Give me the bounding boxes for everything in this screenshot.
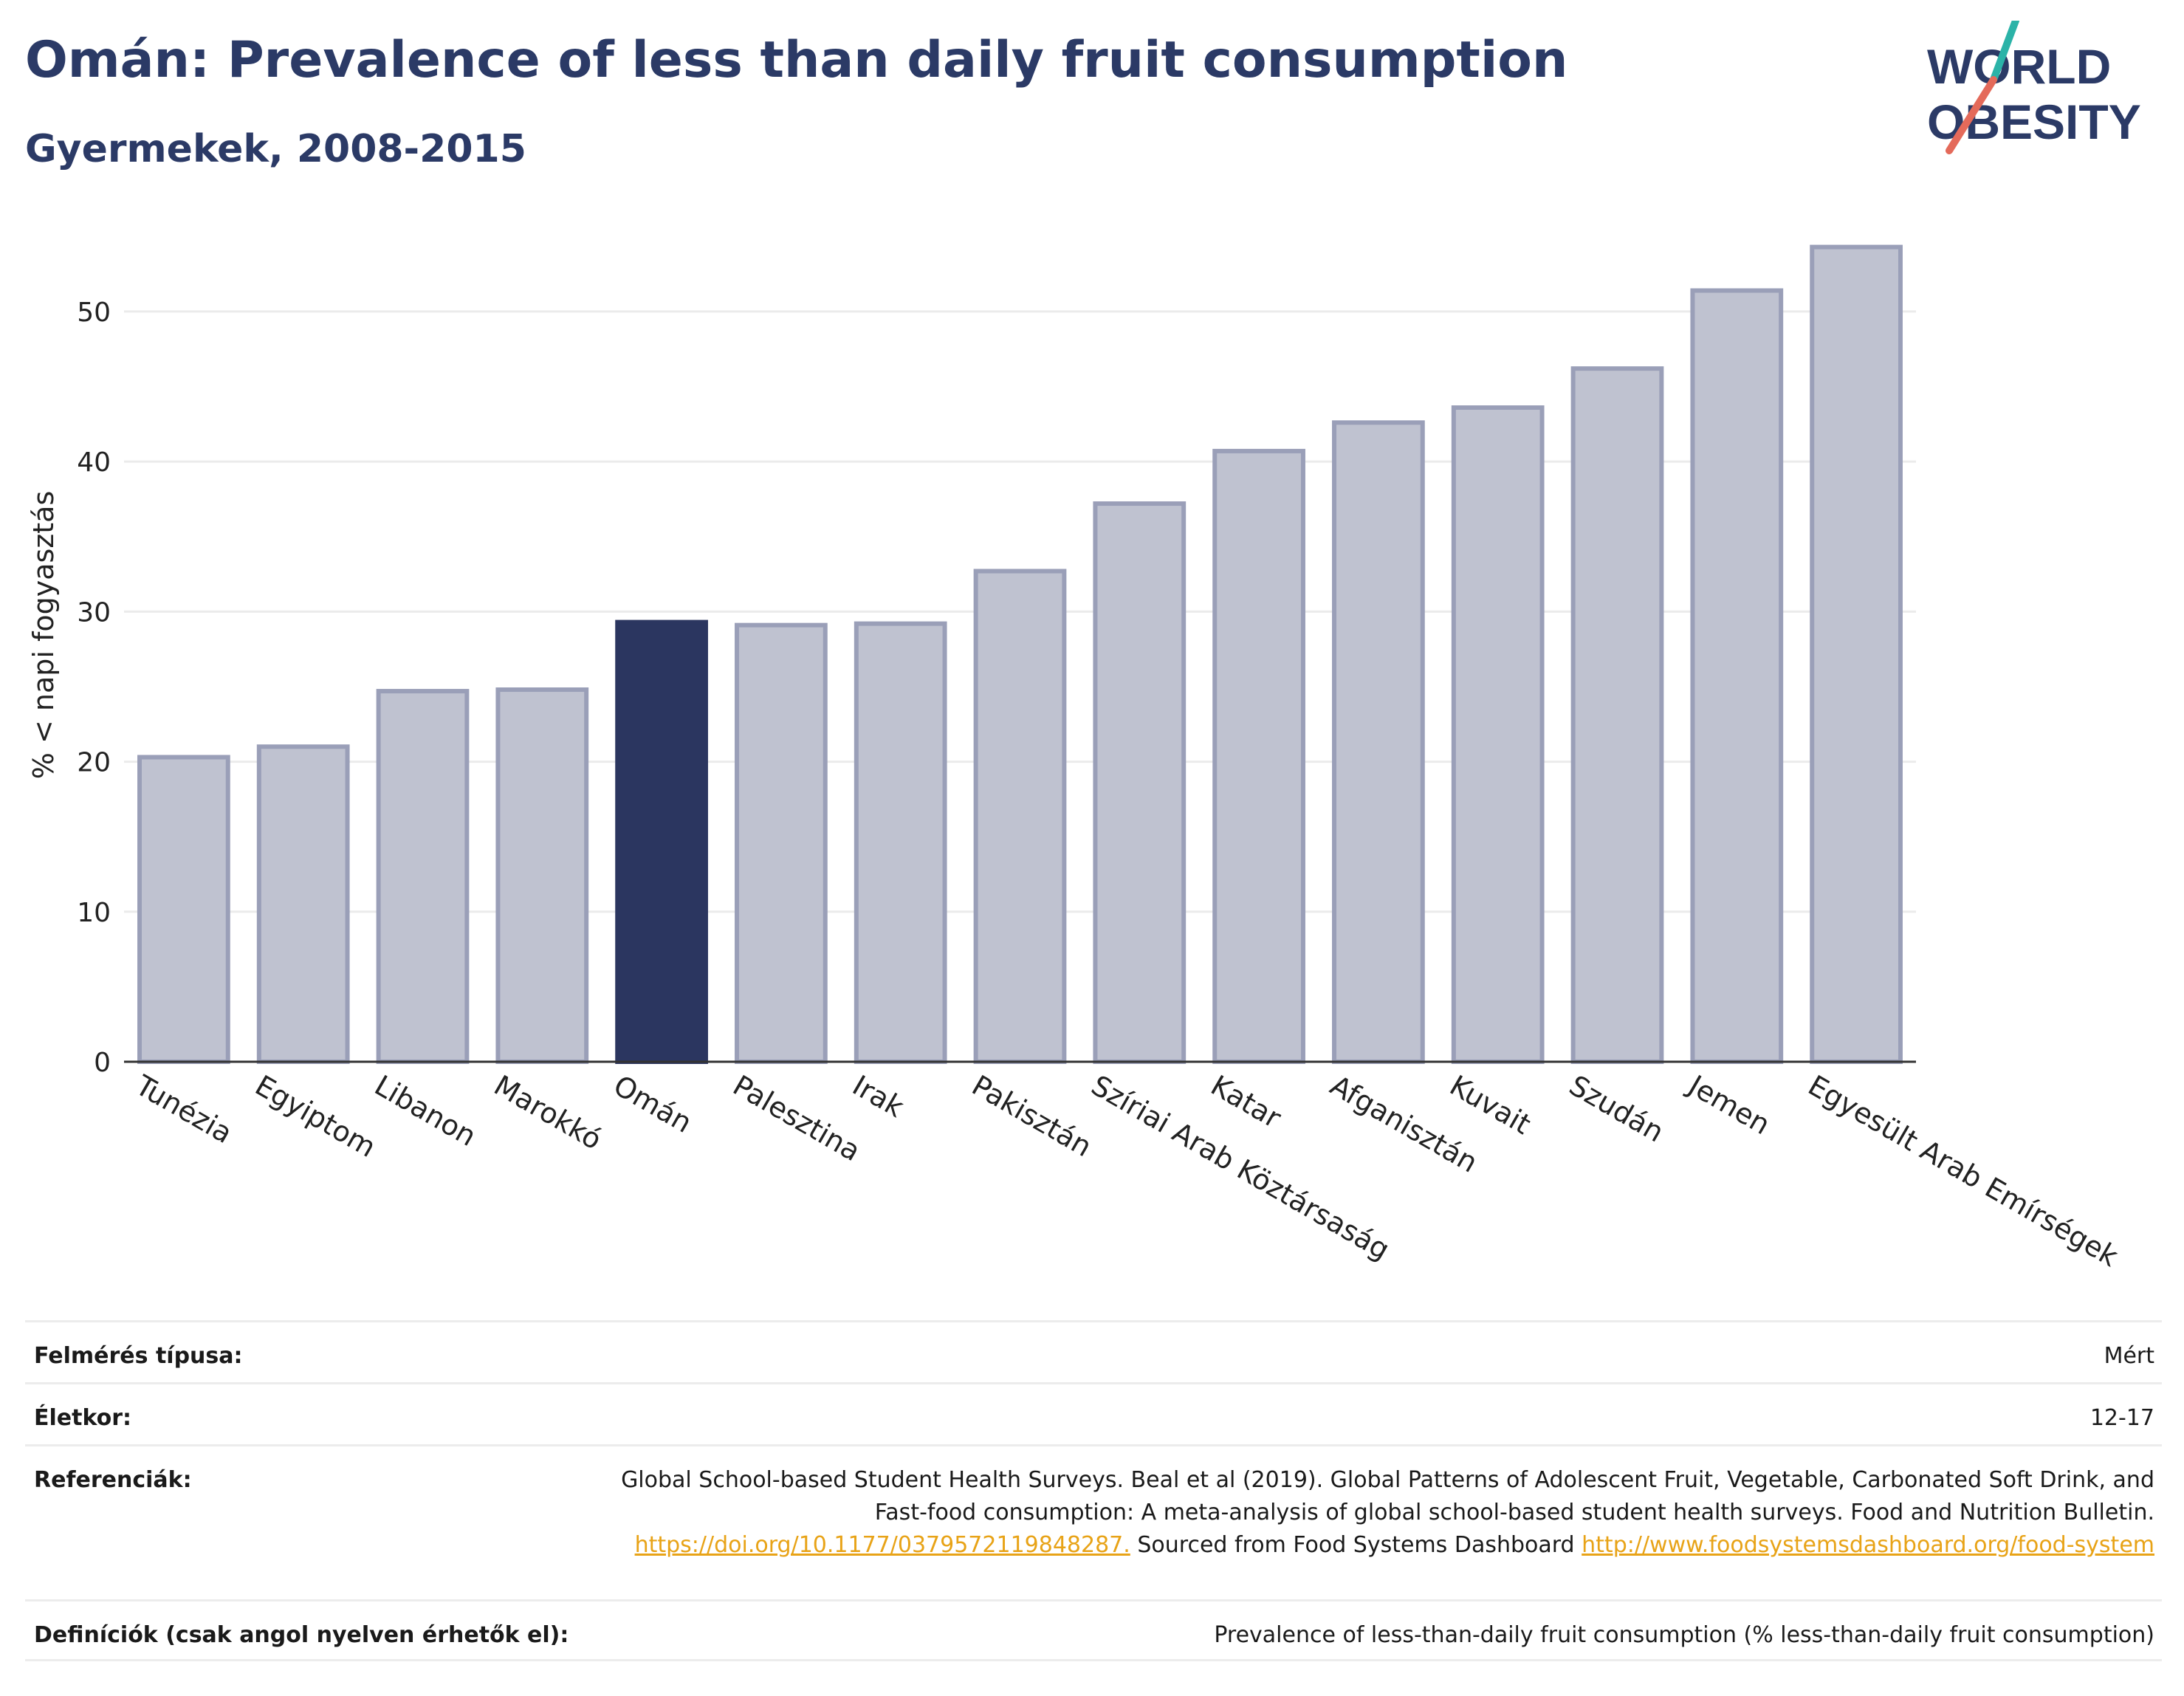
info-label-survey-type: Felmérés típusa:	[34, 1343, 243, 1369]
y-tick-label: 10	[77, 898, 111, 928]
logo-text-obesity: OBESITY	[1927, 95, 2141, 149]
info-row-references: Referenciák: Global School-based Student…	[25, 1444, 2162, 1599]
bars	[137, 244, 1903, 1065]
info-row-survey-type: Felmérés típusa: Mért	[25, 1320, 2162, 1382]
bar-11	[1451, 405, 1545, 1064]
bar-12	[1570, 366, 1664, 1064]
bar-3	[495, 687, 589, 1064]
chart-subtitle: Gyermekek, 2008-2015	[25, 127, 526, 171]
bar-5	[735, 622, 828, 1064]
info-label-references: Referenciák:	[34, 1467, 192, 1493]
x-tick-label: Katar	[1206, 1069, 1287, 1135]
info-value-references: Global School-based Student Health Surve…	[567, 1464, 2154, 1562]
bar-7	[973, 569, 1067, 1064]
x-tick-label: Egyesült Arab Emírségek	[1803, 1069, 2124, 1273]
info-row-definitions: Definíciók (csak angol nyelven érhetők e…	[25, 1599, 2162, 1661]
x-tick-label: Palesztina	[727, 1069, 865, 1168]
x-tick-label: Jemen	[1682, 1068, 1776, 1141]
y-tick-label: 0	[94, 1048, 111, 1078]
world-obesity-logo: WORLD OBESITY	[1927, 21, 2141, 154]
x-tick-label: Kuvait	[1444, 1069, 1536, 1141]
info-table: Felmérés típusa: Mért Életkor: 12-17 Ref…	[25, 1320, 2162, 1661]
info-label-age: Életkor:	[34, 1405, 132, 1431]
info-label-definitions: Definíciók (csak angol nyelven érhetők e…	[34, 1622, 569, 1648]
bar-0	[137, 755, 230, 1064]
y-axis-label: % < napi fogyasztás	[27, 491, 60, 779]
x-tick-label: Tunézia	[130, 1068, 238, 1150]
x-tick-label: Marokkó	[489, 1069, 608, 1156]
logo-slash-teal	[1990, 21, 2019, 83]
y-tick-label: 20	[77, 748, 111, 778]
x-tick-label: Szudán	[1564, 1069, 1669, 1149]
x-tick-label: Irak	[847, 1069, 909, 1124]
references-source-text: Sourced from Food Systems Dashboard	[1137, 1532, 1575, 1558]
logo-text-world: WORLD	[1927, 39, 2111, 94]
x-tick-label: Egyiptom	[250, 1069, 381, 1164]
bar-14	[1810, 244, 1903, 1065]
food-systems-link[interactable]: http://www.foodsystemsdashboard.org/food…	[1582, 1532, 2154, 1558]
logo-slash-red	[1946, 76, 1997, 154]
info-value-survey-type: Mért	[2104, 1343, 2154, 1369]
info-value-definitions: Prevalence of less-than-daily fruit cons…	[1214, 1622, 2154, 1648]
y-tick-label: 30	[77, 597, 111, 628]
bar-10	[1332, 420, 1425, 1064]
references-text: Global School-based Student Health Surve…	[621, 1467, 2154, 1525]
bar-1	[256, 744, 350, 1064]
y-tick-label: 50	[77, 298, 111, 328]
doi-link[interactable]: https://doi.org/10.1177/0379572119848287…	[634, 1532, 1130, 1558]
bar-6	[854, 621, 947, 1064]
x-tick-label: Libanon	[369, 1069, 481, 1153]
y-axis: 0 10 20 30 40 50	[77, 298, 111, 1078]
x-tick-label: Pakisztán	[966, 1069, 1097, 1164]
info-value-age: 12-17	[2089, 1405, 2154, 1431]
bar-2	[376, 689, 470, 1065]
bar-13	[1690, 288, 1784, 1065]
info-row-age: Életkor: 12-17	[25, 1382, 2162, 1444]
bar-4	[615, 619, 708, 1064]
bar-9	[1212, 448, 1305, 1064]
y-tick-label: 40	[77, 447, 111, 478]
chart-title: Omán: Prevalence of less than daily frui…	[25, 31, 1568, 89]
x-tick-label: Omán	[608, 1069, 698, 1139]
bar-8	[1093, 501, 1187, 1064]
